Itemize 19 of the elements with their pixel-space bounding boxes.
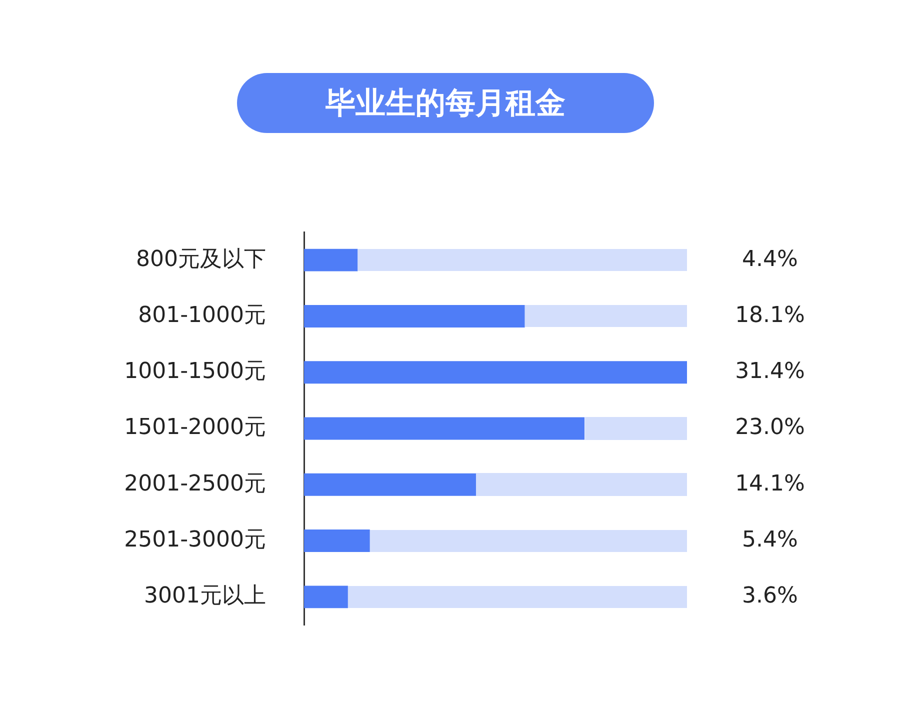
y-tick-label: 800元及以下	[136, 246, 266, 272]
bar	[304, 530, 370, 552]
y-tick-label: 1501-2000元	[124, 415, 266, 440]
bar	[304, 586, 348, 608]
data-label: 4.4%	[742, 246, 798, 272]
bar	[304, 361, 687, 384]
y-tick-label: 1001-1500元	[124, 359, 266, 384]
data-label: 23.0%	[735, 415, 805, 440]
data-label: 5.4%	[742, 528, 798, 553]
bar	[304, 248, 358, 272]
data-label: 14.1%	[735, 471, 805, 496]
y-tick-label: 2001-2500元	[124, 471, 266, 496]
chart-title: 毕业生的每月租金	[237, 73, 654, 133]
data-label: 3.6%	[742, 584, 798, 609]
data-label: 18.1%	[735, 302, 805, 328]
y-tick-label: 2501-3000元	[124, 528, 266, 553]
y-tick-label: 3001元以上	[144, 584, 266, 609]
y-tick-label: 801-1000元	[138, 302, 266, 328]
data-label: 31.4%	[735, 359, 805, 384]
